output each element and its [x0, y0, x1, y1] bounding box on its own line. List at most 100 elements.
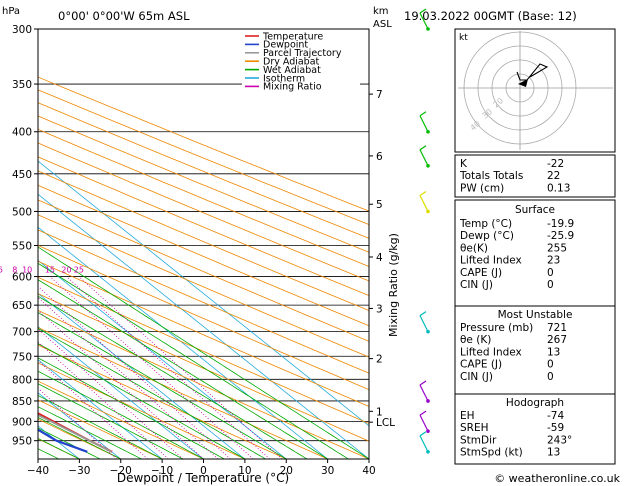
altitude-tick-label: LCL	[376, 417, 395, 429]
temperature-tick-label: 0	[200, 465, 207, 477]
wet-adiabat-line	[38, 395, 163, 459]
pressure-tick-label: 950	[12, 436, 32, 448]
series-layer	[38, 412, 113, 453]
axis-layer: 1234681015202530035040045050055060065070…	[0, 24, 395, 477]
mixing-ratio-label: 25	[74, 266, 84, 275]
temperature-tick-label: −10	[151, 465, 173, 477]
mixing-ratio-line	[38, 341, 169, 459]
dry-adiabat-line	[38, 142, 369, 282]
date-label: 19.03.2022 00GMT (Base: 12)	[404, 9, 577, 23]
table-row-label: PW (cm)	[460, 182, 504, 194]
wind-barb-flag	[419, 190, 427, 196]
temperature-tick-label: −30	[68, 465, 90, 477]
table-row-label: CAPE (J)	[460, 267, 502, 279]
pressure-tick-label: 550	[12, 240, 32, 252]
wind-barb	[419, 380, 430, 403]
dry-adiabat-line	[38, 327, 328, 459]
pressure-tick-label: 600	[12, 272, 32, 284]
wind-barb-flag	[419, 311, 427, 317]
legend-label: Wet Adiabat	[263, 65, 321, 76]
table-row-label: Pressure (mb)	[460, 322, 533, 334]
pressure-tick-label: 700	[12, 327, 32, 339]
dry-adiabat-line	[38, 184, 369, 327]
isotherm-line	[38, 359, 163, 459]
mixing-ratio-line	[38, 387, 117, 459]
table-row-value: -19.9	[547, 218, 574, 230]
mixing-ratio-line	[78, 276, 283, 459]
table-row-value: 0	[547, 371, 554, 383]
pressure-tick-label: 300	[12, 24, 32, 36]
hodograph-frame	[454, 28, 616, 153]
altitude-tick-label: 5	[376, 199, 383, 211]
legend-label: Mixing Ratio	[263, 82, 322, 93]
dry-adiabat-line	[38, 214, 369, 358]
mixing-ratio-line	[66, 276, 270, 459]
temperature-tick-label: −20	[110, 465, 132, 477]
wind-barb-flag	[419, 145, 427, 151]
table-row-value: -59	[547, 422, 564, 434]
dry-adiabat-line	[38, 199, 369, 342]
table-row-value: 22	[547, 170, 560, 182]
table-row-label: Totals Totals	[459, 170, 523, 182]
table-row-value: 243°	[547, 434, 572, 446]
table-row-value: 255	[547, 242, 567, 254]
table-row-value: 267	[547, 334, 567, 346]
temperature-tick-label: 40	[362, 465, 375, 477]
table-row-label: CAPE (J)	[460, 359, 502, 371]
table-row-label: StmDir	[460, 434, 497, 446]
hodograph: kt 40 30 20	[454, 28, 616, 153]
x-axis-title: Dewpoint / Temperature (°C)	[117, 471, 289, 485]
wind-barb-flag	[419, 111, 427, 117]
mixing-ratio-line	[38, 309, 204, 459]
altitude-tick-label: 4	[376, 252, 383, 264]
table-row-label: θe(K)	[460, 242, 488, 254]
table-row-label: K	[460, 158, 468, 170]
dry-adiabat-line	[38, 229, 369, 374]
wind-barb-staff	[419, 435, 429, 453]
table-row-value: 721	[547, 322, 567, 334]
isotherm-line	[38, 259, 287, 459]
wind-barb	[419, 431, 430, 454]
pressure-tick-label: 750	[12, 351, 32, 363]
surface-box	[454, 199, 616, 307]
mixing-ratio-label: 10	[22, 266, 32, 275]
pressure-tick-label: 500	[12, 206, 32, 218]
pressure-tick-label: 900	[12, 416, 32, 428]
pressure-tick-label: 850	[12, 396, 32, 408]
table-row-value: -22	[547, 158, 564, 170]
wind-barb-flag	[419, 410, 427, 416]
table-row-value: -74	[547, 410, 564, 422]
altitude-tick-label: 7	[376, 89, 383, 101]
dry-adiabat-line	[38, 260, 369, 407]
legend-background	[242, 30, 360, 92]
wind-barb-dot	[426, 163, 430, 168]
wet-adiabat-line	[38, 370, 204, 459]
altitude-tick-label: 1	[376, 406, 383, 418]
wind-barb-dot	[426, 129, 430, 134]
temperature-profile	[38, 412, 113, 453]
info-tables: K -22 Totals Totals 22 PW (cm) 0.13 SurfaceTem…	[454, 154, 616, 465]
pressure-tick-label: 800	[12, 374, 32, 386]
wind-barb-flag	[419, 431, 427, 437]
dry-adiabat-line	[38, 293, 369, 442]
wind-barb-dot	[426, 449, 430, 454]
temperature-tick-label: 10	[238, 465, 251, 477]
wind-barb-dot	[426, 399, 430, 403]
table-row-label: Temp (°C)	[459, 218, 512, 230]
hodograph-table-title: Hodograph	[506, 397, 564, 409]
km-label: km	[373, 6, 389, 17]
isotherm-line	[38, 193, 369, 459]
table-row-label: θe (K)	[460, 334, 491, 346]
pressure-tick-label: 350	[12, 79, 32, 91]
wind-barb	[419, 111, 430, 134]
legend-label: Parcel Trajectory	[263, 48, 342, 59]
mixing-ratio-line	[38, 328, 184, 459]
wet-adiabat-line	[38, 262, 349, 459]
mixing-ratio-label: 8	[12, 266, 17, 275]
hodograph-trace	[516, 63, 549, 81]
wet-adiabat-line	[38, 279, 328, 459]
location-label: 0°00' 0°00'W 65m ASL	[58, 9, 190, 23]
mixing-ratio-axis-label: Mixing Ratio (g/kg)	[387, 233, 400, 337]
dry-adiabat-line	[38, 399, 163, 459]
